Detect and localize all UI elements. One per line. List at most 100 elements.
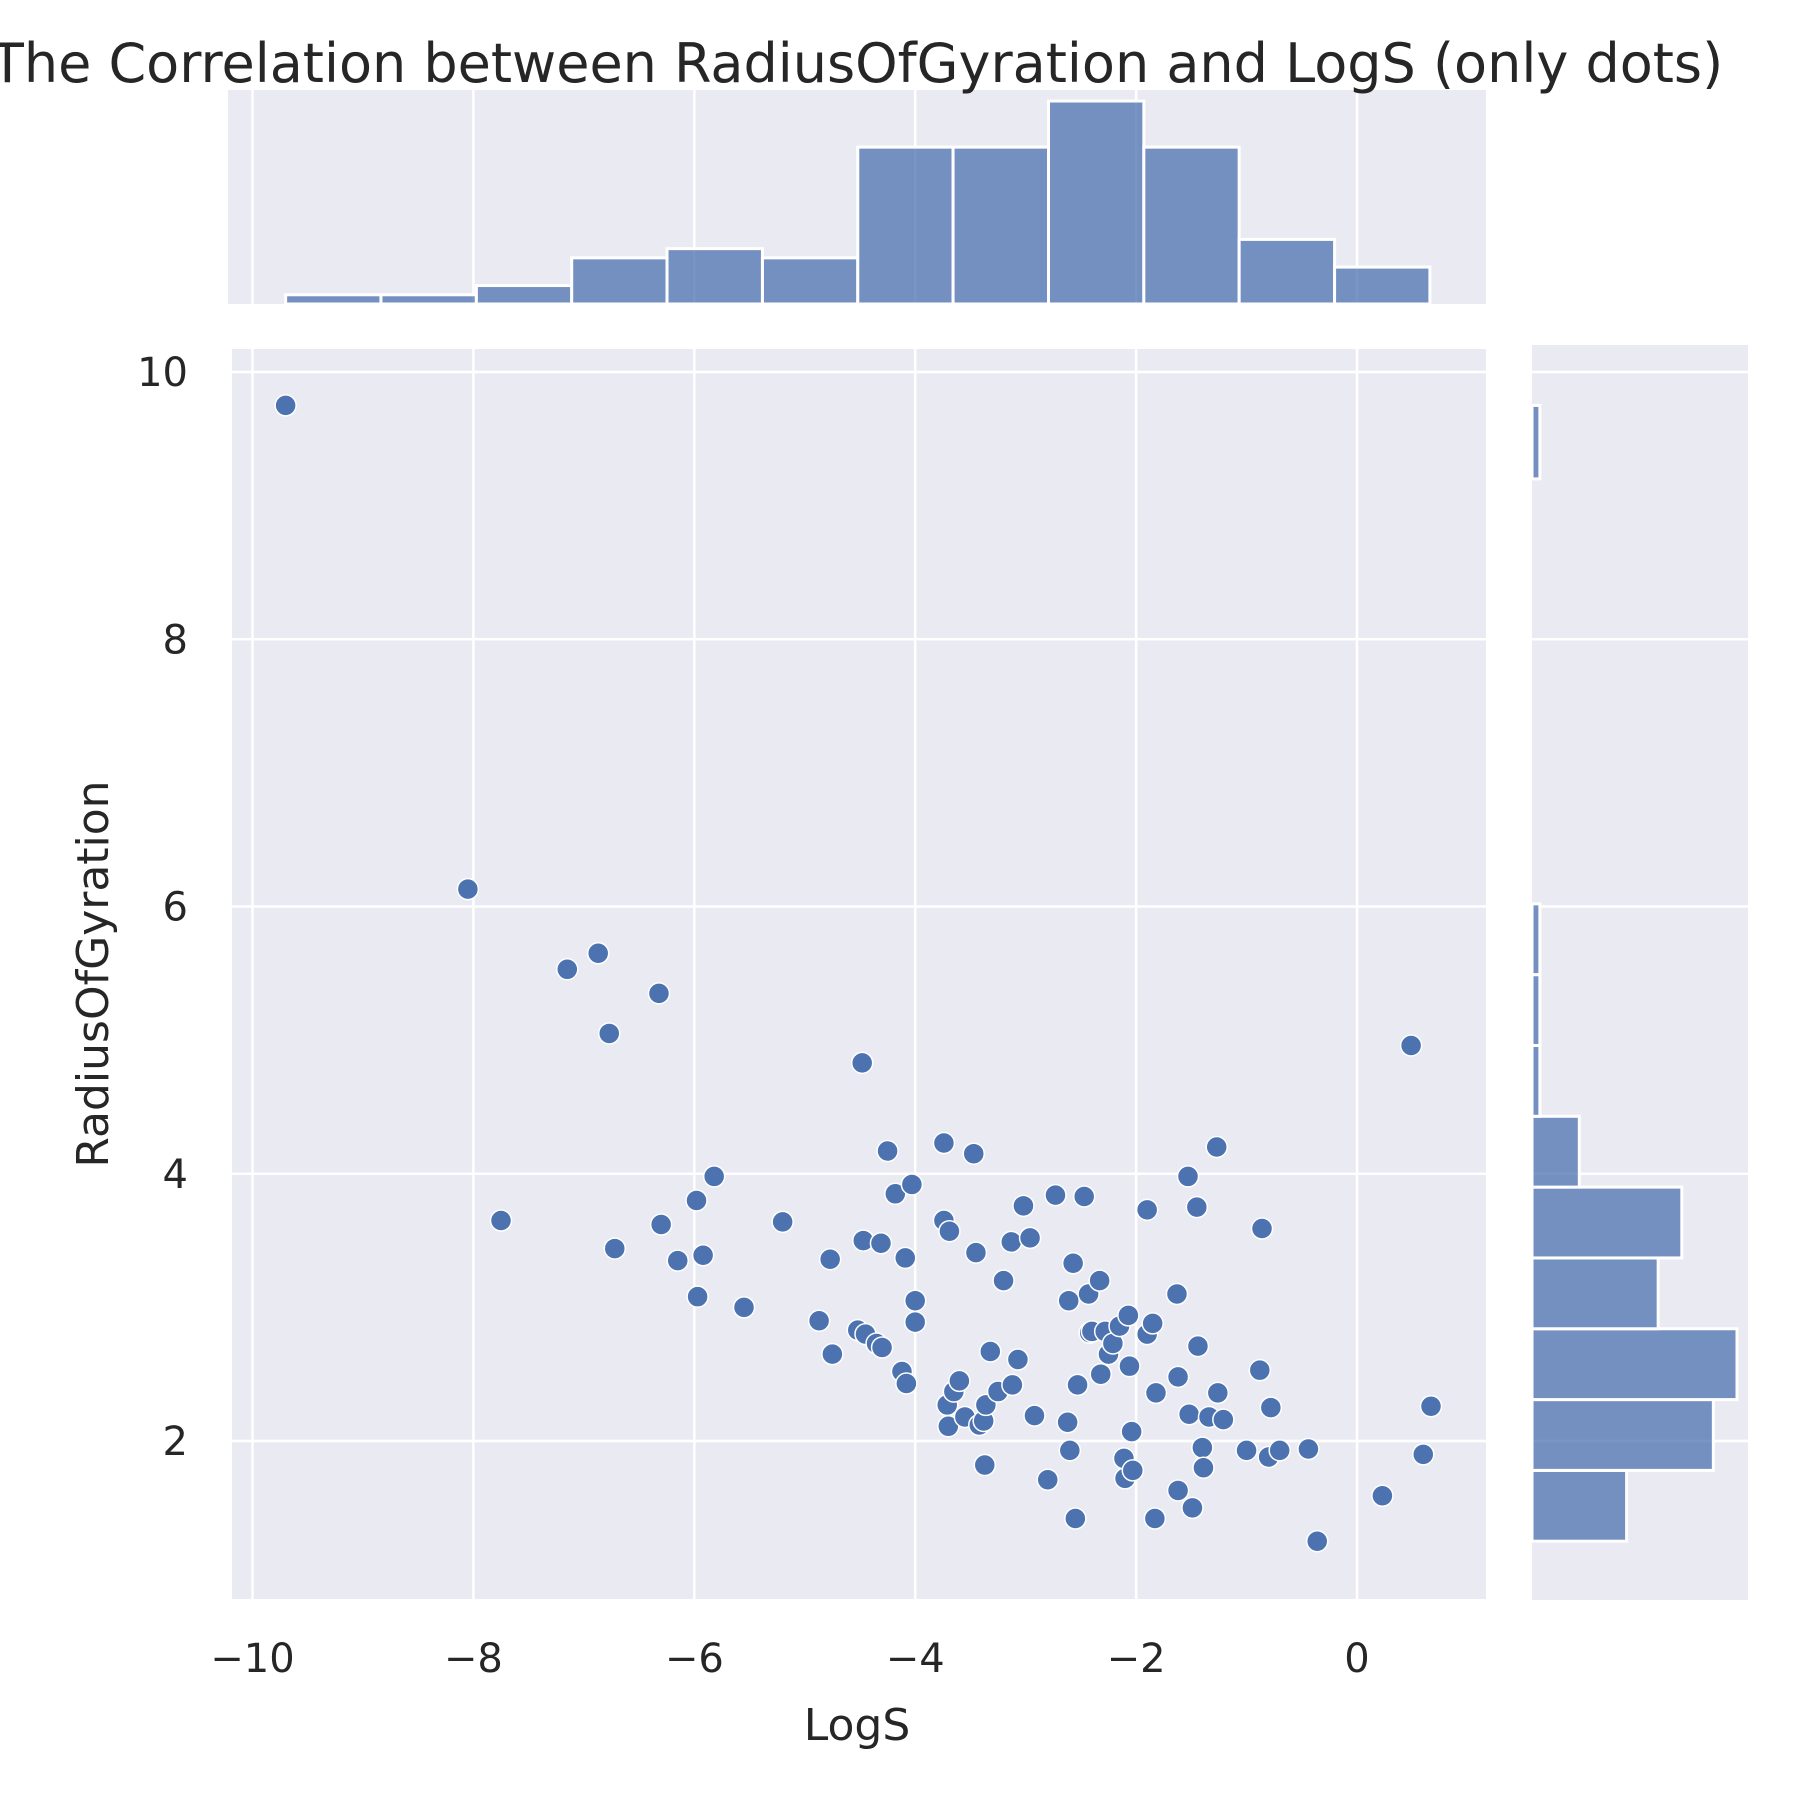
scatter-point xyxy=(1181,1496,1204,1520)
scatter-point xyxy=(903,1310,927,1334)
scatter-point xyxy=(1419,1395,1443,1418)
scatter-point xyxy=(1192,1456,1215,1479)
scatter-point xyxy=(876,1139,899,1163)
scatter-point xyxy=(1268,1439,1291,1462)
scatter-point xyxy=(556,958,579,981)
scatter-point xyxy=(598,1022,621,1045)
scatter-point xyxy=(1186,1334,1210,1358)
scatter-point xyxy=(1399,1034,1423,1057)
marginal-y-bar xyxy=(1530,1327,1739,1402)
scatter-point xyxy=(686,1285,709,1308)
marginal-x-bar xyxy=(474,284,574,306)
scatter-point xyxy=(771,1210,794,1234)
marginal-x-bar xyxy=(1333,265,1432,306)
marginal-y-bar xyxy=(1530,902,1542,977)
marginal-y-bar xyxy=(1530,1398,1715,1472)
y-tick-label: 8 xyxy=(163,617,188,663)
marginal-x-bar xyxy=(1047,99,1146,306)
scatter-point xyxy=(1036,1468,1059,1492)
y-tick-labels: 2 4 6 8 10 xyxy=(137,350,188,1465)
marginal-y-bar xyxy=(1530,1043,1542,1118)
scatter-point xyxy=(1118,1354,1141,1378)
x-tick-labels: −10 −8 −6 −4 −2 0 xyxy=(210,1636,1369,1682)
marginal-x-bar xyxy=(665,247,764,306)
scatter-point xyxy=(1089,1362,1113,1386)
scatter-point xyxy=(1165,1282,1189,1306)
marginal-x-bar xyxy=(951,145,1051,306)
scatter-point xyxy=(489,1209,513,1232)
marginal-x-bar xyxy=(1142,145,1241,306)
scatter-point xyxy=(973,1453,997,1477)
scatter-point xyxy=(1212,1408,1235,1431)
marginal-y-bar xyxy=(1530,1114,1581,1189)
scatter-point xyxy=(649,1213,673,1236)
scatter-point xyxy=(1144,1381,1168,1405)
y-tick-label: 6 xyxy=(163,885,188,931)
scatter-point xyxy=(1088,1269,1111,1292)
marginal-x-bar xyxy=(856,145,955,306)
scatter-point xyxy=(900,1173,924,1196)
scatter-point xyxy=(1176,1165,1200,1188)
scatter-point xyxy=(938,1219,961,1243)
scatter-point xyxy=(821,1342,844,1366)
scatter-point xyxy=(274,394,297,417)
scatter-point xyxy=(603,1237,627,1260)
marginal-x-bar xyxy=(570,256,669,306)
scatter-point xyxy=(1250,1217,1274,1240)
scatter-point xyxy=(1072,1185,1096,1208)
scatter-point xyxy=(894,1246,917,1270)
x-tick-label: −2 xyxy=(1107,1636,1166,1682)
scatter-point xyxy=(1117,1304,1140,1327)
scatter-point xyxy=(1057,1289,1080,1312)
x-tick-label: 0 xyxy=(1344,1636,1369,1682)
scatter-point xyxy=(1023,1404,1046,1427)
scatter-point xyxy=(1235,1439,1258,1462)
scatter-point xyxy=(1259,1396,1283,1419)
scatter-point xyxy=(1166,1365,1190,1389)
y-tick-label: 10 xyxy=(137,350,188,396)
marginal-x-histogram xyxy=(284,99,1432,306)
scatter-point xyxy=(1371,1484,1394,1508)
scatter-point xyxy=(1248,1358,1272,1382)
marginal-x-bar xyxy=(760,256,860,306)
scatter-point xyxy=(1141,1312,1164,1335)
scatter-point xyxy=(1006,1348,1030,1371)
x-tick-label: −8 xyxy=(444,1636,503,1682)
scatter-point xyxy=(1166,1479,1190,1502)
scatter-point xyxy=(1012,1194,1035,1218)
marginal-x-bar xyxy=(1237,237,1337,306)
marginal-y-bar xyxy=(1530,1185,1684,1260)
marginal-y-bar xyxy=(1530,403,1542,481)
scatter-panel xyxy=(232,349,1486,1599)
scatter-point xyxy=(1135,1198,1159,1222)
x-tick-label: −4 xyxy=(886,1636,945,1682)
scatter-point xyxy=(1205,1135,1228,1159)
scatter-point xyxy=(869,1231,893,1255)
x-tick-label: −10 xyxy=(210,1636,294,1682)
scatter-point xyxy=(948,1369,971,1393)
marginal-y-bar xyxy=(1530,973,1542,1047)
scatter-point xyxy=(685,1189,708,1212)
scatter-point xyxy=(647,982,671,1005)
scatter-point xyxy=(964,1241,988,1264)
scatter-point xyxy=(870,1336,894,1359)
scatter-grid xyxy=(232,349,1486,1599)
scatter-point xyxy=(666,1249,689,1272)
scatter-point xyxy=(1018,1226,1042,1250)
scatter-point xyxy=(850,1051,874,1075)
scatter-point xyxy=(992,1269,1015,1292)
scatter-point xyxy=(1056,1411,1079,1434)
scatter-point xyxy=(1143,1507,1167,1530)
scatter-point xyxy=(1061,1252,1085,1275)
marginal-x-bar xyxy=(379,293,478,306)
scatter-point xyxy=(1305,1529,1329,1553)
y-tick-label: 4 xyxy=(163,1152,188,1198)
scatter-point xyxy=(586,942,610,965)
scatter-point xyxy=(1297,1437,1320,1461)
scatter-point xyxy=(1001,1373,1024,1397)
marginal-x-bar xyxy=(284,293,383,306)
scatter-point xyxy=(962,1142,985,1165)
scatter-point xyxy=(702,1165,726,1188)
marginal-y-histogram xyxy=(1530,403,1739,1543)
